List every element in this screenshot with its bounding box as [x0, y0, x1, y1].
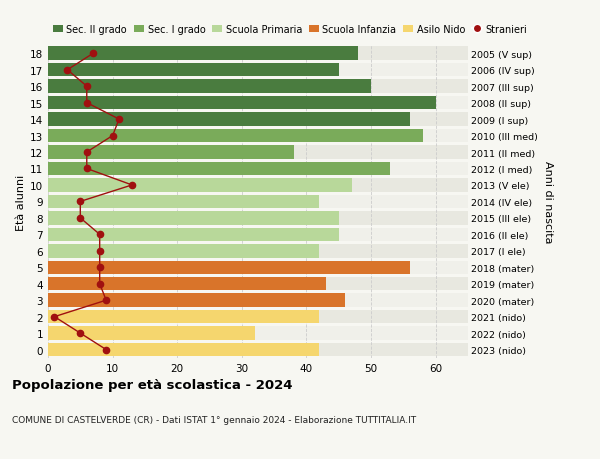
Legend: Sec. II grado, Sec. I grado, Scuola Primaria, Scuola Infanzia, Asilo Nido, Stran: Sec. II grado, Sec. I grado, Scuola Prim…	[53, 25, 527, 35]
Bar	[48, 47, 468, 61]
Bar	[48, 179, 468, 192]
Text: Popolazione per età scolastica - 2024: Popolazione per età scolastica - 2024	[12, 379, 293, 392]
Bar	[48, 195, 319, 209]
Bar	[48, 212, 468, 225]
Bar	[48, 195, 468, 209]
Bar	[48, 310, 319, 324]
Bar	[48, 162, 391, 176]
Bar	[48, 228, 339, 241]
Bar	[48, 97, 468, 110]
Bar	[48, 261, 410, 274]
Y-axis label: Anni di nascita: Anni di nascita	[543, 161, 553, 243]
Bar	[48, 146, 468, 159]
Bar	[48, 146, 293, 159]
Bar	[48, 162, 468, 176]
Bar	[48, 64, 468, 77]
Bar	[48, 80, 371, 94]
Bar	[48, 277, 468, 291]
Bar	[48, 129, 468, 143]
Bar	[48, 327, 255, 340]
Bar	[48, 327, 468, 340]
Bar	[48, 343, 468, 357]
Bar	[48, 113, 410, 127]
Bar	[48, 261, 468, 274]
Bar	[48, 47, 358, 61]
Bar	[48, 343, 319, 357]
Bar	[48, 245, 468, 258]
Bar	[48, 113, 468, 127]
Bar	[48, 64, 339, 77]
Text: COMUNE DI CASTELVERDE (CR) - Dati ISTAT 1° gennaio 2024 - Elaborazione TUTTITALI: COMUNE DI CASTELVERDE (CR) - Dati ISTAT …	[12, 415, 416, 425]
Bar	[48, 294, 468, 307]
Bar	[48, 80, 468, 94]
Bar	[48, 294, 345, 307]
Bar	[48, 179, 352, 192]
Bar	[48, 245, 319, 258]
Bar	[48, 212, 339, 225]
Bar	[48, 228, 468, 241]
Y-axis label: Età alunni: Età alunni	[16, 174, 26, 230]
Bar	[48, 277, 326, 291]
Bar	[48, 97, 436, 110]
Bar	[48, 129, 423, 143]
Bar	[48, 310, 468, 324]
